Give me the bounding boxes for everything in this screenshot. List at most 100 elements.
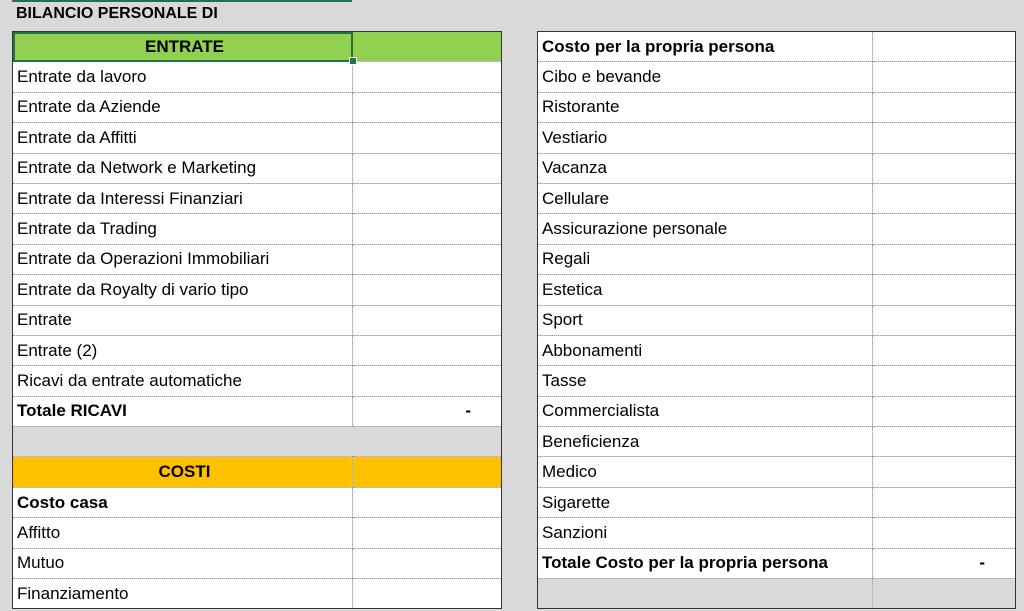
sheet-title[interactable]: BILANCIO PERSONALE DI (16, 5, 218, 22)
row-label-cell[interactable]: Commercialista (537, 395, 873, 428)
row-value-cell[interactable] (352, 243, 502, 276)
row-value-cell[interactable] (872, 91, 1016, 124)
row-label-cell[interactable]: Medico (537, 456, 873, 488)
row-label-cell[interactable]: Entrate da Operazioni Immobiliari (12, 243, 353, 276)
row-value-cell[interactable] (352, 426, 502, 458)
row-value-cell[interactable] (872, 182, 1016, 215)
row-label-cell[interactable]: Regali (537, 243, 873, 276)
row-label-cell[interactable]: Totale Costo per la propria persona (537, 547, 873, 580)
row-label-cell[interactable]: Finanziamento (12, 578, 353, 610)
selection-column-indicator (12, 0, 352, 2)
row-value-cell[interactable] (352, 517, 502, 549)
table-row: Tasse (537, 365, 1016, 397)
row-value-cell[interactable] (352, 61, 502, 93)
row-value-cell[interactable] (872, 152, 1016, 184)
row-label-cell[interactable]: Sanzioni (537, 517, 873, 549)
row-value-cell[interactable] (352, 91, 502, 124)
table-row: Beneficienza (537, 426, 1016, 458)
table-row: Totale Costo per la propria persona - (537, 547, 1016, 580)
row-label-cell[interactable]: Assicurazione personale (537, 213, 873, 245)
table-row: Regali (537, 243, 1016, 276)
row-label-cell[interactable] (12, 426, 353, 458)
table-row: Entrate (12, 304, 502, 336)
row-value-cell[interactable] (352, 274, 502, 306)
row-value-cell[interactable] (352, 578, 502, 610)
fill-handle[interactable] (349, 57, 357, 65)
table-row: Entrate (2) (12, 334, 502, 367)
row-label-cell[interactable]: Costo per la propria persona (537, 30, 873, 63)
row-label-cell[interactable]: Vacanza (537, 152, 873, 184)
row-value-cell[interactable] (352, 152, 502, 184)
row-label-cell[interactable]: Entrate da lavoro (12, 61, 353, 93)
row-label-cell[interactable]: Tasse (537, 365, 873, 397)
row-label-cell[interactable]: Sigarette (537, 486, 873, 519)
row-value-cell[interactable] (872, 395, 1016, 428)
row-label-cell[interactable]: Vestiario (537, 122, 873, 154)
row-value-cell[interactable] (872, 122, 1016, 154)
row-value-cell[interactable] (872, 243, 1016, 276)
table-row (12, 426, 502, 458)
table-row: Entrate da Operazioni Immobiliari (12, 243, 502, 276)
costo-persona-table: Costo per la propria persona Cibo e bevan… (537, 30, 1016, 610)
row-value-cell[interactable] (352, 213, 502, 245)
row-label-cell[interactable]: ENTRATE (12, 30, 353, 63)
row-label-cell[interactable]: Abbonamenti (537, 334, 873, 367)
table-row: Medico (537, 456, 1016, 488)
table-row: Sigarette (537, 486, 1016, 519)
row-label-cell[interactable]: Entrate da Trading (12, 213, 353, 245)
row-label-cell[interactable]: Entrate da Affitti (12, 122, 353, 154)
table-row: Entrate da Affitti (12, 122, 502, 154)
row-label-cell[interactable]: Estetica (537, 274, 873, 306)
row-value-cell[interactable] (872, 30, 1016, 63)
table-row: Ricavi da entrate automatiche (12, 365, 502, 397)
row-label-cell[interactable]: COSTI (12, 456, 353, 488)
row-label-cell[interactable]: Entrate da Aziende (12, 91, 353, 124)
row-label-cell[interactable]: Ricavi da entrate automatiche (12, 365, 353, 397)
table-row: Mutuo (12, 547, 502, 580)
row-value-cell[interactable] (872, 61, 1016, 93)
row-value-cell[interactable] (352, 334, 502, 367)
row-value-cell[interactable] (872, 426, 1016, 458)
row-value-cell[interactable] (352, 30, 502, 63)
row-value-cell[interactable] (352, 547, 502, 580)
row-label-cell[interactable]: Cellulare (537, 182, 873, 215)
row-value-cell[interactable] (352, 456, 502, 488)
table-row: Vestiario (537, 122, 1016, 154)
table-row (537, 578, 1016, 610)
row-value-cell[interactable] (872, 456, 1016, 488)
row-label-cell[interactable] (537, 578, 873, 610)
row-value-cell[interactable] (872, 213, 1016, 245)
row-value-cell[interactable]: - (352, 395, 502, 428)
row-label-cell[interactable]: Cibo e bevande (537, 61, 873, 93)
row-value-cell[interactable] (872, 517, 1016, 549)
row-label-cell[interactable]: Entrate (2) (12, 334, 353, 367)
row-value-cell[interactable] (872, 578, 1016, 610)
row-value-cell[interactable] (352, 122, 502, 154)
row-label-cell[interactable]: Entrate da Royalty di vario tipo (12, 274, 353, 306)
row-value-cell[interactable] (352, 365, 502, 397)
row-value-cell[interactable]: - (872, 547, 1016, 580)
row-label-cell[interactable]: Totale RICAVI (12, 395, 353, 428)
row-value-cell[interactable] (872, 365, 1016, 397)
row-label-cell[interactable]: Entrate da Interessi Finanziari (12, 182, 353, 215)
row-value-cell[interactable] (872, 486, 1016, 519)
row-label-cell[interactable]: Beneficienza (537, 426, 873, 458)
row-value-cell[interactable] (872, 274, 1016, 306)
row-label-cell[interactable]: Ristorante (537, 91, 873, 124)
row-value-cell[interactable] (872, 304, 1016, 336)
row-label-cell[interactable]: Affitto (12, 517, 353, 549)
row-label-cell[interactable]: Sport (537, 304, 873, 336)
row-value-cell[interactable] (352, 182, 502, 215)
row-value-cell[interactable] (872, 334, 1016, 367)
row-label-cell[interactable]: Entrate da Network e Marketing (12, 152, 353, 184)
row-label-cell[interactable]: Entrate (12, 304, 353, 336)
table-row: Commercialista (537, 395, 1016, 428)
row-label-cell[interactable]: Costo casa (12, 486, 353, 519)
table-row: Costo per la propria persona (537, 30, 1016, 63)
table-row: Finanziamento (12, 578, 502, 610)
table-row: Entrate da Interessi Finanziari (12, 182, 502, 215)
table-row: Abbonamenti (537, 334, 1016, 367)
row-value-cell[interactable] (352, 486, 502, 519)
row-value-cell[interactable] (352, 304, 502, 336)
row-label-cell[interactable]: Mutuo (12, 547, 353, 580)
